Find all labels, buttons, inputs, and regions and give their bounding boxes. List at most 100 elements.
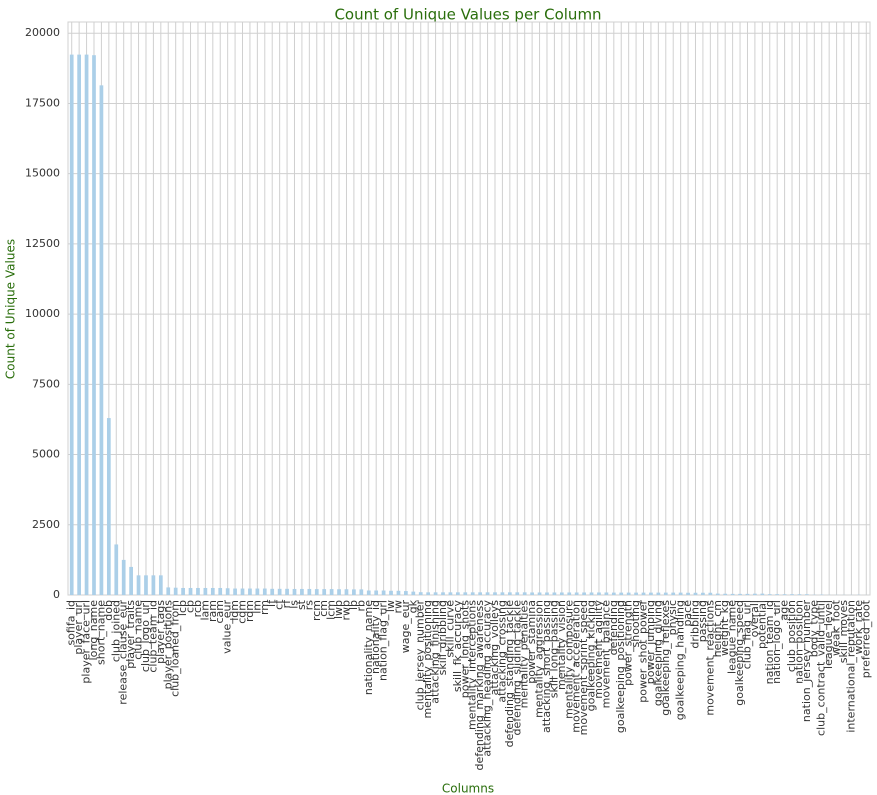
bar (641, 592, 646, 595)
x-tick-label: goalkeeping_reflexes (659, 600, 672, 716)
x-tick-label: mentality_interceptions (466, 600, 479, 730)
x-tick-label: power_stamina (525, 600, 538, 684)
bar (782, 594, 787, 595)
bar (686, 592, 690, 595)
x-tick-label: movement_acceleration (570, 600, 583, 733)
x-tick-label: long_name (87, 600, 100, 661)
x-tick-label: club_position (785, 600, 798, 672)
x-tick-label: ram (206, 600, 219, 622)
x-tick-label: skill_dribbling (436, 600, 449, 675)
x-tick-label: goalkeeping_kicking (585, 600, 598, 711)
x-tick-label: rm (258, 600, 271, 615)
bar (663, 592, 668, 595)
x-tick-label: attacking_short_passing (540, 600, 553, 733)
x-tick-label: work_rate (852, 600, 865, 655)
x-tick-label: mentality_vision (555, 600, 568, 690)
bar (760, 593, 765, 595)
x-tick-label: skill_moves (837, 600, 850, 663)
x-tick-label: club_flag_url (740, 600, 753, 669)
bar (671, 592, 676, 595)
y-tick-label: 0 (53, 588, 60, 601)
x-tick-label: club_contract_valid_until (815, 600, 828, 736)
x-tick-label: cb (184, 600, 197, 613)
x-tick-label: attacking_finishing (429, 600, 442, 704)
bar (173, 587, 178, 595)
bar (448, 592, 453, 595)
bar (218, 587, 223, 595)
x-tick-label: lm (250, 600, 263, 614)
x-tick-label: player_face_url (80, 600, 93, 684)
bar (619, 592, 624, 595)
chart-title: Count of Unique Values per Column (334, 6, 601, 24)
x-tick-label: mentality_composure (562, 600, 575, 719)
y-axis-label: Count of Unique Values (4, 239, 18, 379)
x-tick-label: skill_long_passing (547, 600, 560, 698)
bar (196, 587, 200, 595)
x-tick-label: cam (213, 600, 226, 624)
bar (418, 592, 423, 595)
bar (374, 590, 379, 595)
bar (775, 594, 780, 595)
x-tick-label: value_eur (221, 600, 234, 654)
x-tick-label: age (778, 600, 791, 621)
bar (507, 592, 512, 595)
x-tick-label: cm (317, 600, 330, 617)
x-tick-label: movement_agility (592, 600, 605, 699)
x-tick-label: lw (384, 600, 397, 612)
bar (314, 589, 319, 595)
x-tick-label: rcm (310, 600, 323, 621)
bar (552, 592, 557, 595)
bar (738, 593, 742, 595)
bar (99, 85, 104, 595)
bar (537, 592, 542, 595)
bar (285, 588, 289, 595)
bar (530, 592, 534, 595)
x-tick-label: sofifa_id (65, 600, 78, 646)
x-tick-label: club_team_id (146, 600, 159, 673)
x-tick-label: lwb (332, 600, 345, 619)
bar (559, 592, 564, 595)
x-tick-label: dob (102, 600, 115, 621)
bar (166, 587, 171, 595)
x-tick-label: attacking_crossing (495, 600, 508, 703)
x-tick-label: power_jumping (644, 600, 657, 684)
x-tick-label: power_long_shots (458, 600, 471, 698)
bar (745, 593, 750, 595)
bar (255, 588, 260, 595)
y-tick-label: 20000 (25, 26, 60, 39)
y-tick-label: 5000 (32, 448, 60, 461)
y-tick-label: 7500 (32, 377, 60, 390)
x-tick-label: attacking_heading_accuracy (481, 600, 494, 757)
x-tick-label: defending (607, 600, 620, 655)
bar (478, 592, 482, 595)
x-tick-label: nationality_id (369, 600, 382, 674)
bar (441, 592, 445, 595)
bar (225, 588, 230, 595)
bar (136, 575, 141, 595)
bar (270, 588, 275, 595)
bar (277, 588, 282, 595)
x-tick-label: shooting (629, 600, 642, 648)
x-tick-label: overall (748, 600, 761, 637)
x-tick-label: rwb (339, 600, 352, 621)
bar (805, 594, 809, 595)
bar (114, 544, 119, 595)
x-tick-label: defending_standing_tackle (503, 600, 516, 748)
bar (292, 588, 297, 595)
x-tick-label: rdm (243, 600, 256, 622)
x-tick-label: cf (273, 599, 286, 610)
bar (300, 588, 304, 595)
x-tick-label: player_url (72, 600, 85, 655)
bar (582, 592, 586, 595)
x-tick-label: club_loaned_from (169, 600, 182, 697)
x-tick-label: international_reputation (844, 600, 857, 733)
bar (493, 592, 497, 595)
bar (404, 591, 408, 595)
bar (597, 592, 601, 595)
x-tick-label: lb (347, 600, 360, 610)
bar (106, 418, 111, 595)
bar (84, 54, 89, 596)
bar (307, 588, 312, 595)
x-tick-label: defending_marking_awareness (473, 600, 486, 771)
